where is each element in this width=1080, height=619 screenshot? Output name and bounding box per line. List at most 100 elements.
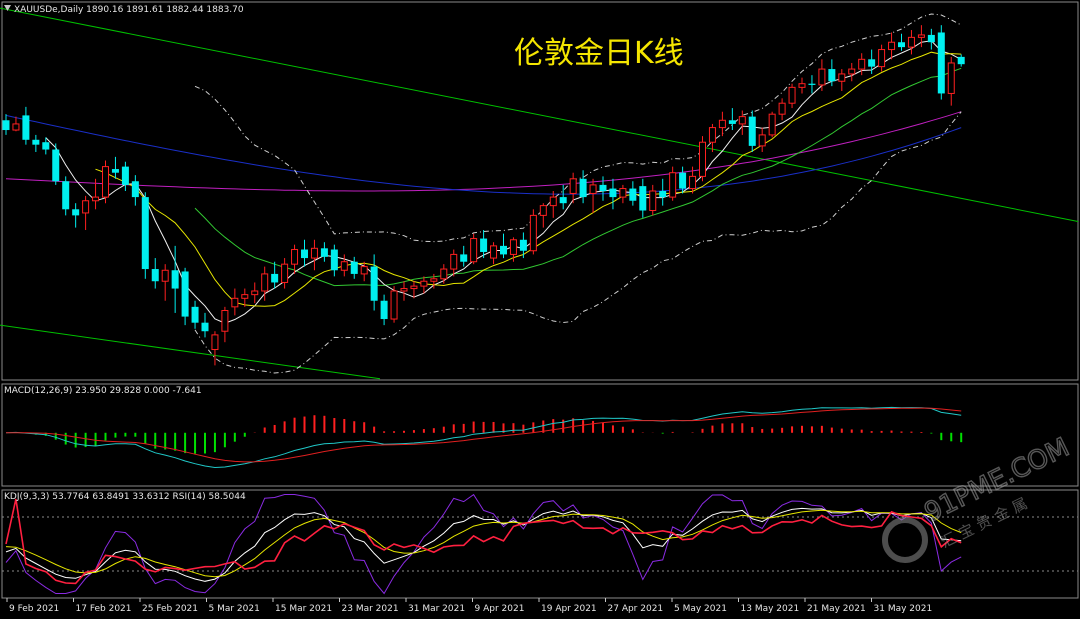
candle-body-up <box>281 263 289 283</box>
kdj-k-line <box>5 507 962 582</box>
candle-body-down <box>22 115 30 140</box>
candle-body-down <box>62 181 70 210</box>
candle-body-down <box>181 271 189 317</box>
candle-body-up <box>947 62 955 94</box>
candle-body-up <box>390 290 398 320</box>
ma-long-blue <box>5 114 962 195</box>
kdj-pane-border <box>1 489 1079 599</box>
channel-upper-line <box>0 7 1079 222</box>
candle-body-up <box>848 68 856 75</box>
x-axis-tick-label: 5 May 2021 <box>674 604 727 614</box>
candle-body-up <box>798 83 806 88</box>
candle-body-up <box>470 238 478 263</box>
candle-body-up <box>410 285 418 290</box>
channel-lower-line <box>0 324 381 380</box>
candle-body-down <box>2 120 10 131</box>
candle-body-down <box>748 116 756 146</box>
bollinger-middle <box>194 67 962 287</box>
candle-body-up <box>669 172 677 198</box>
x-axis-tick-label: 27 Apr 2021 <box>608 604 664 614</box>
candle-body-down <box>72 209 80 216</box>
candle-body-down <box>609 188 617 198</box>
symbol-marker-icon <box>4 5 11 11</box>
candle-body-down <box>460 254 468 262</box>
candle-body-down <box>121 166 129 185</box>
candle-body-down <box>350 261 358 274</box>
candle-body-up <box>241 294 249 299</box>
x-axis-tick-label: 23 Mar 2021 <box>342 604 399 614</box>
candle-body-up <box>450 253 458 270</box>
candle-body-down <box>937 32 945 94</box>
candle-body-up <box>400 288 408 292</box>
candle-body-up <box>231 297 239 308</box>
x-axis-tick-label: 15 Mar 2021 <box>275 604 332 614</box>
x-axis-tick-label: 13 May 2021 <box>741 604 800 614</box>
candle-body-down <box>679 172 687 189</box>
candle-body-down <box>559 197 567 204</box>
symbol-ohlc-label: XAUUSDe,Daily 1890.16 1891.61 1882.44 18… <box>14 5 244 15</box>
candle-body-down <box>131 181 139 198</box>
candle-body-up <box>788 86 796 104</box>
macd-pane-border <box>1 383 1079 487</box>
chart-title: 伦敦金日K线 <box>514 36 684 71</box>
candle-body-up <box>907 36 915 48</box>
candle-body-up <box>211 334 219 351</box>
candle-body-up <box>420 280 428 287</box>
candle-body-up <box>738 116 746 125</box>
candle-body-up <box>221 309 229 332</box>
candle-body-up <box>818 68 826 86</box>
candle-body-up <box>509 239 517 255</box>
x-axis-tick-label: 31 Mar 2021 <box>408 604 465 614</box>
main-pane-border <box>1 1 1079 381</box>
candle-body-up <box>261 273 269 292</box>
candle-body-up <box>310 247 318 259</box>
candle-body-down <box>32 139 40 145</box>
candle-body-up <box>838 73 846 82</box>
candle-body-up <box>340 261 348 271</box>
candle-body-up <box>778 102 786 115</box>
x-axis-tick-label: 21 May 2021 <box>807 604 866 614</box>
candle-body-up <box>718 119 726 129</box>
candle-body-up <box>251 290 259 296</box>
candle-body-down <box>171 270 179 289</box>
rsi-line <box>5 498 962 585</box>
candle-body-up <box>858 58 866 70</box>
candle-body-up <box>569 178 577 194</box>
candle-body-down <box>271 273 279 283</box>
candle-body-up <box>549 196 557 207</box>
candle-body-up <box>12 123 20 131</box>
candle-body-down <box>151 269 159 282</box>
watermark-circle-icon <box>882 517 928 563</box>
candle-body-up <box>708 127 716 143</box>
macd-line <box>5 406 962 469</box>
candle-body-down <box>191 306 199 323</box>
candle-body-up <box>360 266 368 275</box>
candle-body-down <box>957 56 965 65</box>
candle-body-up <box>589 184 597 194</box>
candle-body-up <box>440 268 448 280</box>
candle-body-up <box>430 278 438 282</box>
candle-body-up <box>758 134 766 147</box>
candle-body-down <box>201 322 209 332</box>
candle-body-down <box>320 248 328 257</box>
x-axis-tick-label: 19 Apr 2021 <box>541 604 597 614</box>
ma-long-magenta <box>5 111 962 192</box>
ma10-line <box>95 51 962 307</box>
x-axis-tick-label: 5 Mar 2021 <box>209 604 260 614</box>
candle-body-down <box>500 245 507 255</box>
candle-body-up <box>161 269 169 282</box>
candle-body-down <box>639 186 647 211</box>
candle-body-down <box>728 120 736 124</box>
x-axis-tick-label: 25 Feb 2021 <box>142 604 198 614</box>
candle-body-down <box>629 188 637 201</box>
x-axis-tick-label: 17 Feb 2021 <box>76 604 132 614</box>
candle-body-down <box>898 42 905 48</box>
candle-body-down <box>42 142 50 150</box>
candle-body-up <box>490 245 498 259</box>
candle-body-up <box>619 188 627 198</box>
candle-body-down <box>808 83 816 85</box>
candle-body-up <box>699 141 706 177</box>
candle-body-up <box>102 166 109 198</box>
x-axis-tick-label: 9 Feb 2021 <box>9 604 59 614</box>
